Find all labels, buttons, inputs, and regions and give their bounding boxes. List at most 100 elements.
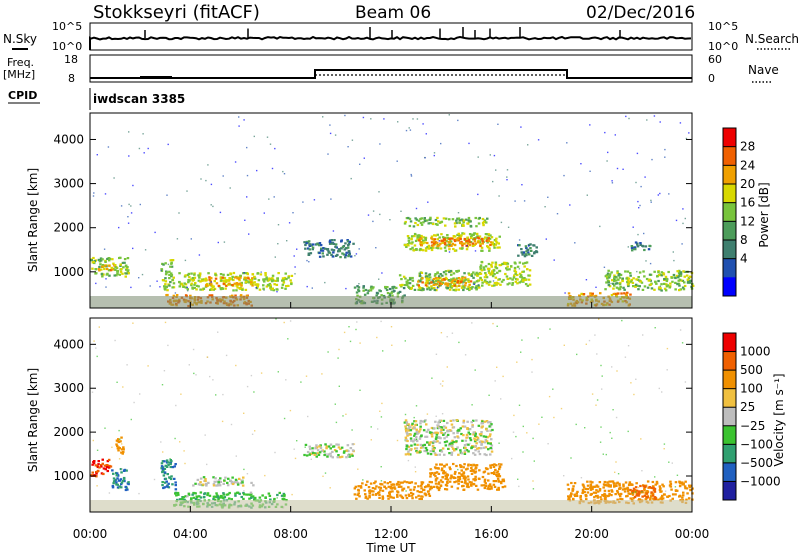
heatmap-cell [379,213,381,216]
heatmap-cell [313,453,316,456]
heatmap-cell [457,217,461,220]
heatmap-cell [486,442,490,445]
heatmap-cell [310,452,313,456]
heatmap-cell [515,435,517,438]
heatmap-cell [643,285,647,288]
heatmap-cell [184,274,187,277]
heatmap-cell [330,241,333,245]
heatmap-cell [384,487,388,490]
heatmap-cell [440,220,444,223]
heatmap-cell [518,261,522,264]
heatmap-cell [500,463,503,466]
heatmap-cell [386,482,389,485]
heatmap-cell [454,470,457,474]
heatmap-cell [478,469,481,472]
heatmap-cell [236,283,240,286]
heatmap-cell [306,285,308,288]
colorbar-tick-label: 1000 [740,345,771,359]
heatmap-cell [118,458,121,460]
heatmap-cell [307,253,311,256]
heatmap-cell [599,292,602,295]
heatmap-cell [115,481,118,484]
heatmap-cell [325,445,328,448]
heatmap-cell [97,463,100,466]
heatmap-cell [611,490,614,493]
heatmap-cell [678,274,681,277]
heatmap-cell [184,259,187,262]
heatmap-cell [450,451,454,454]
heatmap-cell [463,452,467,455]
heatmap-cell [92,462,96,465]
heatmap-cell [184,286,188,289]
heatmap-cell [452,282,456,285]
heatmap-cell [256,283,259,286]
heatmap-cell [238,282,242,285]
heatmap-cell [440,239,443,242]
heatmap-cell [686,281,690,284]
heatmap-cell [655,282,658,285]
heatmap-cell [178,272,181,275]
heatmap-cell [429,431,432,434]
heatmap-cell [90,474,94,477]
heatmap-cell [445,435,449,438]
heatmap-cell [190,278,193,281]
heatmap-cell [271,277,274,280]
heatmap-cell [519,274,523,277]
heatmap-cell [499,283,502,286]
heatmap-cell [141,273,144,276]
heatmap-cell [172,286,176,289]
heatmap-cell [444,444,448,447]
heatmap-cell [513,274,516,277]
heatmap-cell [247,281,250,284]
heatmap-cell [357,485,360,488]
heatmap-cell [500,221,503,224]
heatmap-cell [662,485,665,488]
heatmap-cell [396,482,399,485]
heatmap-cell [161,279,165,282]
heatmap-cell [189,294,192,297]
heatmap-cell [427,428,430,431]
heatmap-cell [352,242,355,245]
heatmap-cell [319,446,323,450]
heatmap-cell [619,486,622,489]
heatmap-cell [408,217,412,220]
heatmap-cell [249,493,252,496]
heatmap-cell [678,278,682,281]
heatmap-cell [233,481,237,484]
heatmap-cell [163,285,166,288]
heatmap-cell [167,263,170,266]
heatmap-cell [641,491,643,493]
heatmap-cell [629,497,632,500]
heatmap-cell [600,498,603,501]
heatmap-cell [475,484,478,487]
heatmap-cell [321,249,325,252]
heatmap-cell [438,244,441,247]
heatmap-cell [482,266,486,269]
heatmap-cell [457,284,461,287]
heatmap-cell [434,467,438,470]
heatmap-cell [475,280,479,283]
heatmap-cell [637,490,641,493]
heatmap-cell [443,464,446,467]
heatmap-cell [475,464,479,467]
heatmap-cell [419,217,422,221]
heatmap-cell [525,247,528,250]
heatmap-cell [445,484,449,487]
heatmap-cell [413,416,415,419]
heatmap-cell [604,496,607,499]
heatmap-cell [463,279,467,282]
heatmap-cell [594,334,596,336]
heatmap-cell [496,325,498,327]
heatmap-cell [596,399,599,401]
heatmap-cell [428,480,432,484]
heatmap-cell [448,218,451,221]
heatmap-cell [436,241,439,245]
heatmap-cell [348,326,350,328]
heatmap-cell [337,454,340,457]
heatmap-cell [418,497,421,500]
heatmap-cell [166,473,169,476]
heatmap-cell [241,481,244,484]
heatmap-cell [429,441,432,444]
heatmap-cell [661,497,665,500]
heatmap-cell [657,194,659,196]
